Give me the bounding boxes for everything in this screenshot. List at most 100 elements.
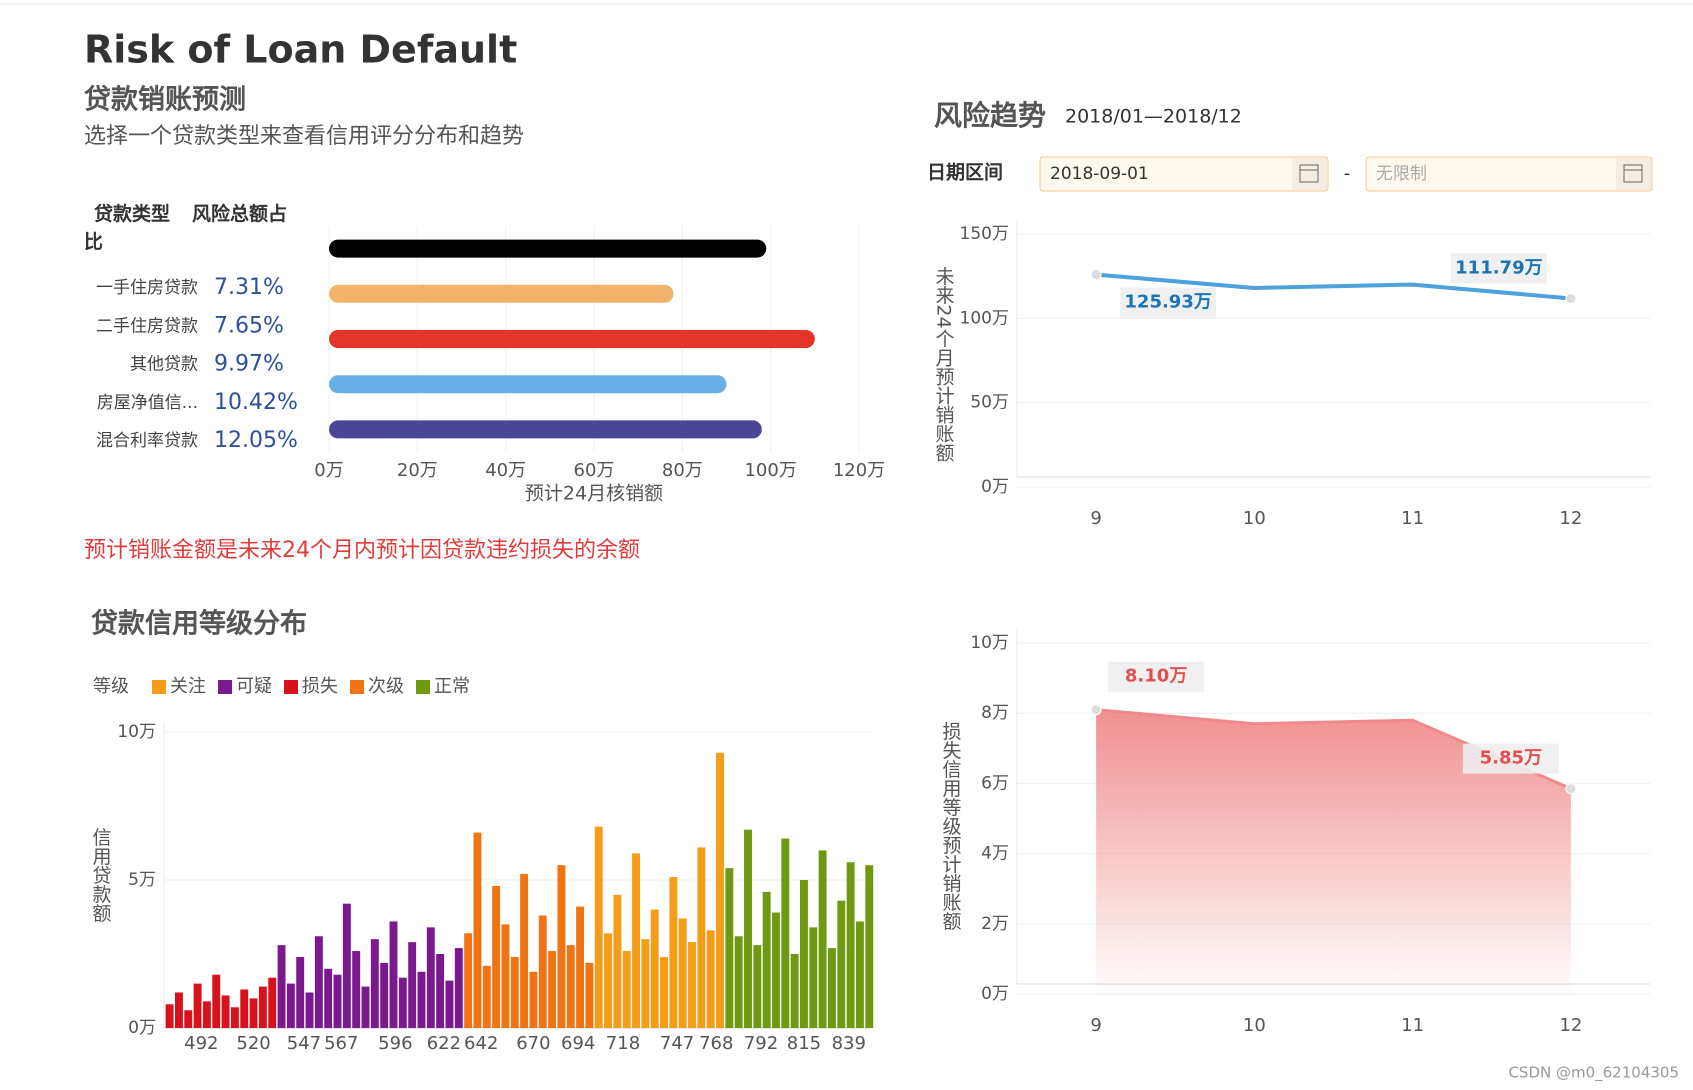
- x-axis-label: 预计24月核销额: [525, 483, 663, 505]
- page-title: Risk of Loan Default: [84, 28, 517, 72]
- end-date-input[interactable]: [1365, 156, 1653, 192]
- bar: [380, 962, 389, 1028]
- risk-share: 9.97%: [214, 352, 284, 377]
- start-date: 2018-09-01: [1050, 164, 1149, 184]
- bar: [548, 951, 557, 1028]
- legend-swatch: [416, 680, 430, 694]
- y-tick-label: 2万: [981, 914, 1009, 934]
- legend-swatch: [350, 680, 364, 694]
- x-tick-label: 694: [561, 1033, 595, 1054]
- bar: [529, 971, 538, 1028]
- x-tick-label: 0万: [314, 460, 343, 481]
- bar: [174, 992, 183, 1028]
- bar: [296, 956, 305, 1028]
- bar: [753, 945, 762, 1028]
- legend-label: 可疑: [236, 676, 272, 697]
- x-tick-label: 492: [184, 1033, 218, 1054]
- x-tick-label: 20万: [397, 460, 438, 481]
- bar: [314, 936, 323, 1028]
- bar: [678, 918, 687, 1028]
- bar: [268, 977, 277, 1028]
- bar: [641, 939, 650, 1028]
- bar: [613, 894, 622, 1028]
- calendar-button[interactable]: [1292, 158, 1327, 190]
- x-tick-label: 596: [378, 1033, 412, 1054]
- legend-label: 损失: [302, 676, 338, 697]
- y-tick-label: 150万: [960, 224, 1009, 244]
- bar: [212, 974, 221, 1028]
- bar: [762, 891, 771, 1028]
- bar: [482, 965, 491, 1028]
- bar: [473, 832, 482, 1028]
- chart-title: 贷款信用等级分布: [91, 608, 307, 640]
- table-header: 贷款类型 风险总额占比: [84, 200, 289, 256]
- bar: [352, 951, 361, 1028]
- bar: [329, 420, 762, 439]
- legend-title: 等级: [93, 676, 129, 697]
- value-label-bg: [1108, 661, 1205, 692]
- bar: [426, 927, 435, 1028]
- x-tick-label: 547: [287, 1033, 321, 1054]
- y-tick-label: 0万: [981, 984, 1009, 1004]
- bar: [277, 945, 286, 1028]
- bar: [604, 933, 613, 1028]
- bar: [445, 980, 454, 1028]
- point: [1090, 269, 1102, 281]
- bar: [669, 877, 678, 1028]
- bar: [436, 954, 445, 1028]
- value-label: 8.10万: [1125, 666, 1187, 687]
- bar: [744, 829, 752, 1028]
- start-date-input[interactable]: [1039, 156, 1329, 192]
- bar: [202, 1001, 211, 1028]
- bar: [725, 868, 734, 1028]
- end-date-placeholder: 无限制: [1376, 164, 1427, 184]
- bar: [165, 1004, 174, 1028]
- x-tick-label: 10: [1243, 508, 1266, 529]
- x-tick-label: 792: [744, 1033, 778, 1054]
- y-tick-label: 4万: [981, 844, 1009, 864]
- bar: [329, 239, 767, 258]
- y-tick-label: 8万: [981, 703, 1009, 723]
- bar: [329, 375, 727, 394]
- y-tick-label: 0万: [128, 1018, 156, 1038]
- x-tick-label: 9: [1090, 508, 1101, 529]
- bar: [660, 956, 668, 1028]
- x-tick-label: 839: [832, 1033, 866, 1054]
- chart-title: 风险趋势: [934, 99, 1046, 132]
- area: [1096, 709, 1571, 994]
- bar: [650, 909, 659, 1028]
- value-label: 5.85万: [1480, 748, 1542, 769]
- bar: [193, 983, 202, 1028]
- bar: [557, 865, 566, 1028]
- x-tick-label: 622: [427, 1033, 461, 1054]
- y-axis-label: 未来24个月预计销账额: [933, 266, 955, 461]
- loan-type: 混合利率贷款: [96, 431, 198, 451]
- calendar-button[interactable]: [1616, 158, 1651, 190]
- x-tick-label: 520: [236, 1033, 270, 1054]
- bar: [510, 956, 519, 1028]
- x-tick-label: 40万: [485, 460, 526, 481]
- bar: [324, 968, 333, 1028]
- line: [1095, 272, 1572, 301]
- bar: [501, 924, 510, 1028]
- bar: [464, 933, 473, 1028]
- bar: [827, 948, 836, 1028]
- value-label: 125.93万: [1124, 292, 1211, 313]
- bar: [716, 752, 724, 1028]
- legend-label: 次级: [368, 676, 404, 697]
- bar: [454, 948, 463, 1028]
- bar: [240, 989, 249, 1028]
- bar: [286, 983, 295, 1028]
- date-label: 日期区间: [927, 162, 1003, 184]
- watermark: CSDN @m0_62104305: [1508, 1064, 1679, 1083]
- x-tick-label: 10: [1243, 1015, 1266, 1036]
- bar: [855, 921, 864, 1028]
- calendar-icon: [1623, 164, 1643, 183]
- bar: [398, 977, 407, 1028]
- bar: [361, 986, 370, 1028]
- bar: [622, 951, 631, 1028]
- value-label-bg: [1462, 743, 1559, 774]
- x-tick-label: 120万: [833, 460, 885, 481]
- date-separator: -: [1344, 163, 1351, 184]
